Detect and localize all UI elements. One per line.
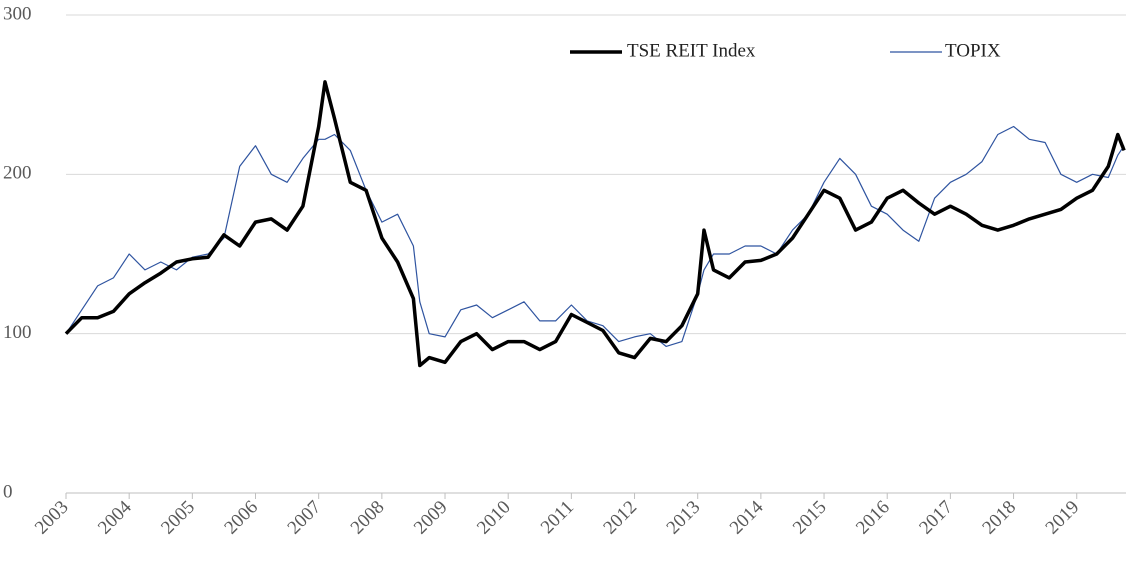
x-tick-label: 2011	[537, 497, 578, 538]
x-tick-label: 2005	[157, 497, 199, 539]
x-tick-label: 2012	[599, 497, 641, 539]
x-tick-label: 2004	[94, 496, 136, 538]
x-tick-label: 2015	[789, 497, 831, 539]
y-tick-label: 200	[3, 163, 32, 184]
x-tick-label: 2013	[663, 497, 705, 539]
x-tick-label: 2016	[852, 497, 894, 539]
legend-label: TSE REIT Index	[627, 40, 756, 61]
x-tick-label: 2003	[31, 497, 73, 539]
x-tick-label: 2019	[1042, 497, 1084, 539]
legend-label: TOPIX	[945, 40, 1001, 61]
x-tick-label: 2008	[347, 497, 389, 539]
y-tick-label: 300	[3, 3, 32, 24]
series-line	[65, 125, 1125, 347]
x-tick-label: 2018	[978, 497, 1020, 539]
x-tick-label: 2014	[726, 496, 768, 538]
x-tick-label: 2010	[473, 497, 515, 539]
x-tick-label: 2006	[220, 497, 262, 539]
x-tick-label: 2009	[410, 497, 452, 539]
x-tick-label: 2017	[915, 497, 957, 539]
y-tick-label: 100	[3, 322, 32, 343]
series-line	[64, 80, 1126, 368]
y-tick-label: 0	[3, 481, 13, 502]
x-tick-label: 2007	[284, 497, 326, 539]
